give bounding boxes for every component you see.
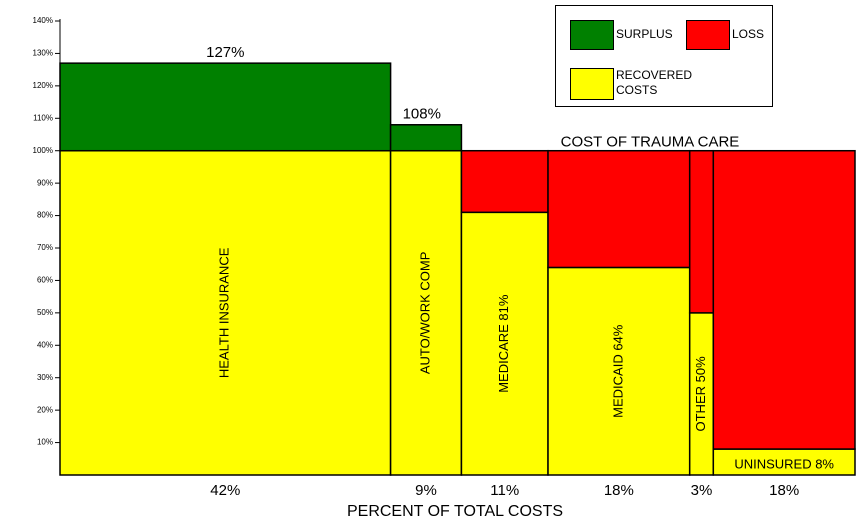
x-tick-label: 11%: [490, 482, 519, 499]
legend-label: RECOVERED COSTS: [616, 68, 693, 97]
y-tick-label: 90%: [37, 178, 53, 187]
category-label: MEDICAID 64%: [610, 324, 625, 418]
category-label: OTHER 50%: [693, 356, 708, 432]
y-tick-label: 20%: [37, 405, 53, 414]
x-axis-label: PERCENT OF TOTAL COSTS: [347, 503, 563, 520]
loss-bar: [460, 149, 549, 214]
y-tick-label: 110%: [33, 113, 53, 122]
legend-swatch: [570, 20, 614, 50]
y-tick-label: 80%: [37, 211, 53, 220]
x-tick-label: 42%: [210, 482, 240, 499]
x-tick-label: 18%: [604, 482, 634, 499]
value-label: 108%: [403, 106, 441, 123]
surplus-bar: [389, 124, 463, 152]
recovered-bar: [547, 266, 691, 476]
x-tick-label: 3%: [691, 482, 713, 499]
y-tick-label: 120%: [33, 81, 53, 90]
value-label: 127%: [206, 44, 244, 61]
legend-label: LOSS: [732, 27, 765, 41]
y-tick-label: 10%: [37, 438, 53, 447]
x-tick-label: 9%: [415, 482, 437, 499]
recovered-bar: [712, 448, 856, 476]
category-label: MEDICARE 81%: [496, 294, 511, 393]
y-tick-label: 140%: [33, 16, 53, 25]
legend: SURPLUS LOSS RECOVERED COSTS: [555, 5, 773, 107]
surplus-bar: [59, 62, 392, 152]
y-tick-label: 40%: [37, 340, 53, 349]
loss-bar: [688, 149, 715, 314]
category-label: AUTO/WORK COMP: [417, 252, 432, 375]
y-tick-label: 130%: [33, 49, 53, 58]
legend-swatch: [570, 68, 614, 100]
loss-bar: [712, 149, 856, 450]
recovered-bar: [460, 211, 549, 476]
legend-label: SURPLUS: [616, 27, 673, 41]
category-label: HEALTH INSURANCE: [217, 247, 232, 378]
y-tick-label: 30%: [37, 373, 53, 382]
category-label: UNINSURED 8%: [734, 456, 834, 471]
loss-bar: [547, 149, 691, 269]
y-tick-label: 50%: [37, 308, 53, 317]
annotation: COST OF TRAUMA CARE: [561, 134, 740, 151]
recovered-bar: [59, 149, 392, 476]
y-tick-label: 60%: [37, 276, 53, 285]
legend-swatch: [686, 20, 730, 50]
recovered-bar: [389, 149, 463, 476]
x-tick-label: 18%: [769, 482, 799, 499]
y-tick-label: 70%: [37, 243, 53, 252]
y-tick-label: 100%: [33, 146, 53, 155]
